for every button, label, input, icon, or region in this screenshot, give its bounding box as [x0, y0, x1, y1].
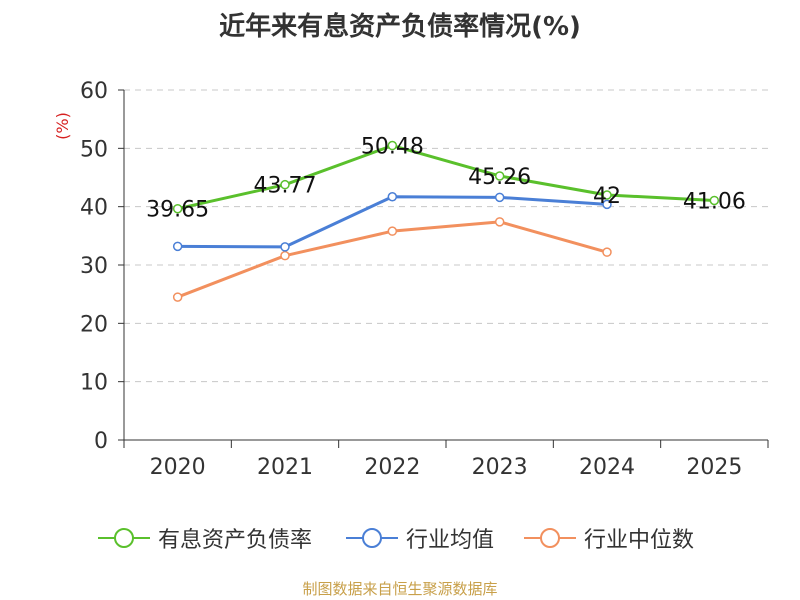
series	[172, 140, 720, 302]
data-point[interactable]	[172, 292, 183, 302]
data-label: 39.65	[146, 198, 209, 223]
y-tick-label: 40	[80, 196, 108, 221]
y-tick-label: 60	[80, 79, 108, 104]
y-tick-label: 10	[80, 371, 108, 396]
y-tick-label: 0	[94, 429, 108, 454]
data-label: 50.48	[361, 135, 424, 160]
legend-label: 行业均值	[406, 528, 495, 553]
y-tick-label: 50	[80, 137, 108, 162]
data-label: 45.26	[468, 165, 531, 190]
legend: 有息资产负债率 行业均值 行业中位数	[0, 520, 800, 556]
data-source-note: 制图数据来自恒生聚源数据库	[302, 580, 498, 598]
data-point[interactable]	[280, 179, 290, 190]
data-point[interactable]	[709, 195, 720, 206]
legend-marker-icon	[346, 528, 398, 548]
legend-item-interest-debt-ratio[interactable]: 有息资产负债率	[98, 520, 312, 556]
data-label: 41.06	[683, 189, 746, 214]
data-point[interactable]	[387, 192, 398, 202]
y-tick-label: 20	[80, 312, 108, 337]
x-tick-label: 2020	[150, 455, 206, 480]
x-tick-label: 2024	[579, 455, 635, 480]
legend-item-industry-mean[interactable]: 行业均值	[346, 520, 494, 556]
data-point[interactable]	[602, 199, 612, 210]
grid-lines	[124, 89, 768, 383]
data-point[interactable]	[387, 140, 398, 151]
data-point[interactable]	[387, 226, 398, 236]
data-point[interactable]	[280, 242, 290, 252]
data-point[interactable]	[172, 241, 183, 252]
x-tick-label: 2021	[257, 455, 313, 480]
data-point[interactable]	[494, 217, 505, 227]
x-tick-label: 2022	[364, 455, 420, 480]
data-label: 42	[593, 184, 621, 209]
series-line	[177, 144, 715, 211]
data-labels: 39.65 43.77 50.48 45.26 42 41.06	[146, 135, 746, 223]
x-tick-label: 2025	[686, 455, 742, 480]
legend-item-industry-median[interactable]: 行业中位数	[524, 520, 694, 556]
y-tick-label: 30	[80, 254, 108, 279]
series-line	[177, 195, 608, 249]
legend-label: 行业中位数	[584, 528, 695, 553]
data-point[interactable]	[602, 190, 612, 200]
data-point[interactable]	[602, 247, 612, 257]
data-label: 43.77	[254, 174, 317, 199]
data-point[interactable]	[494, 192, 505, 203]
data-point[interactable]	[494, 171, 505, 181]
legend-marker-icon	[98, 528, 150, 548]
data-point[interactable]	[172, 203, 183, 214]
x-tick-label: 2023	[472, 455, 528, 480]
legend-marker-icon	[524, 528, 576, 548]
data-point[interactable]	[280, 250, 290, 261]
axes: 0 10 20 30 40 50 60 2020 2021 2022 2023 2024 2025	[80, 79, 769, 480]
y-axis-unit-label: (%)	[53, 112, 72, 140]
chart-title: 近年来有息资产负债率情况(%)	[219, 12, 581, 42]
legend-label: 有息资产负债率	[158, 528, 313, 553]
